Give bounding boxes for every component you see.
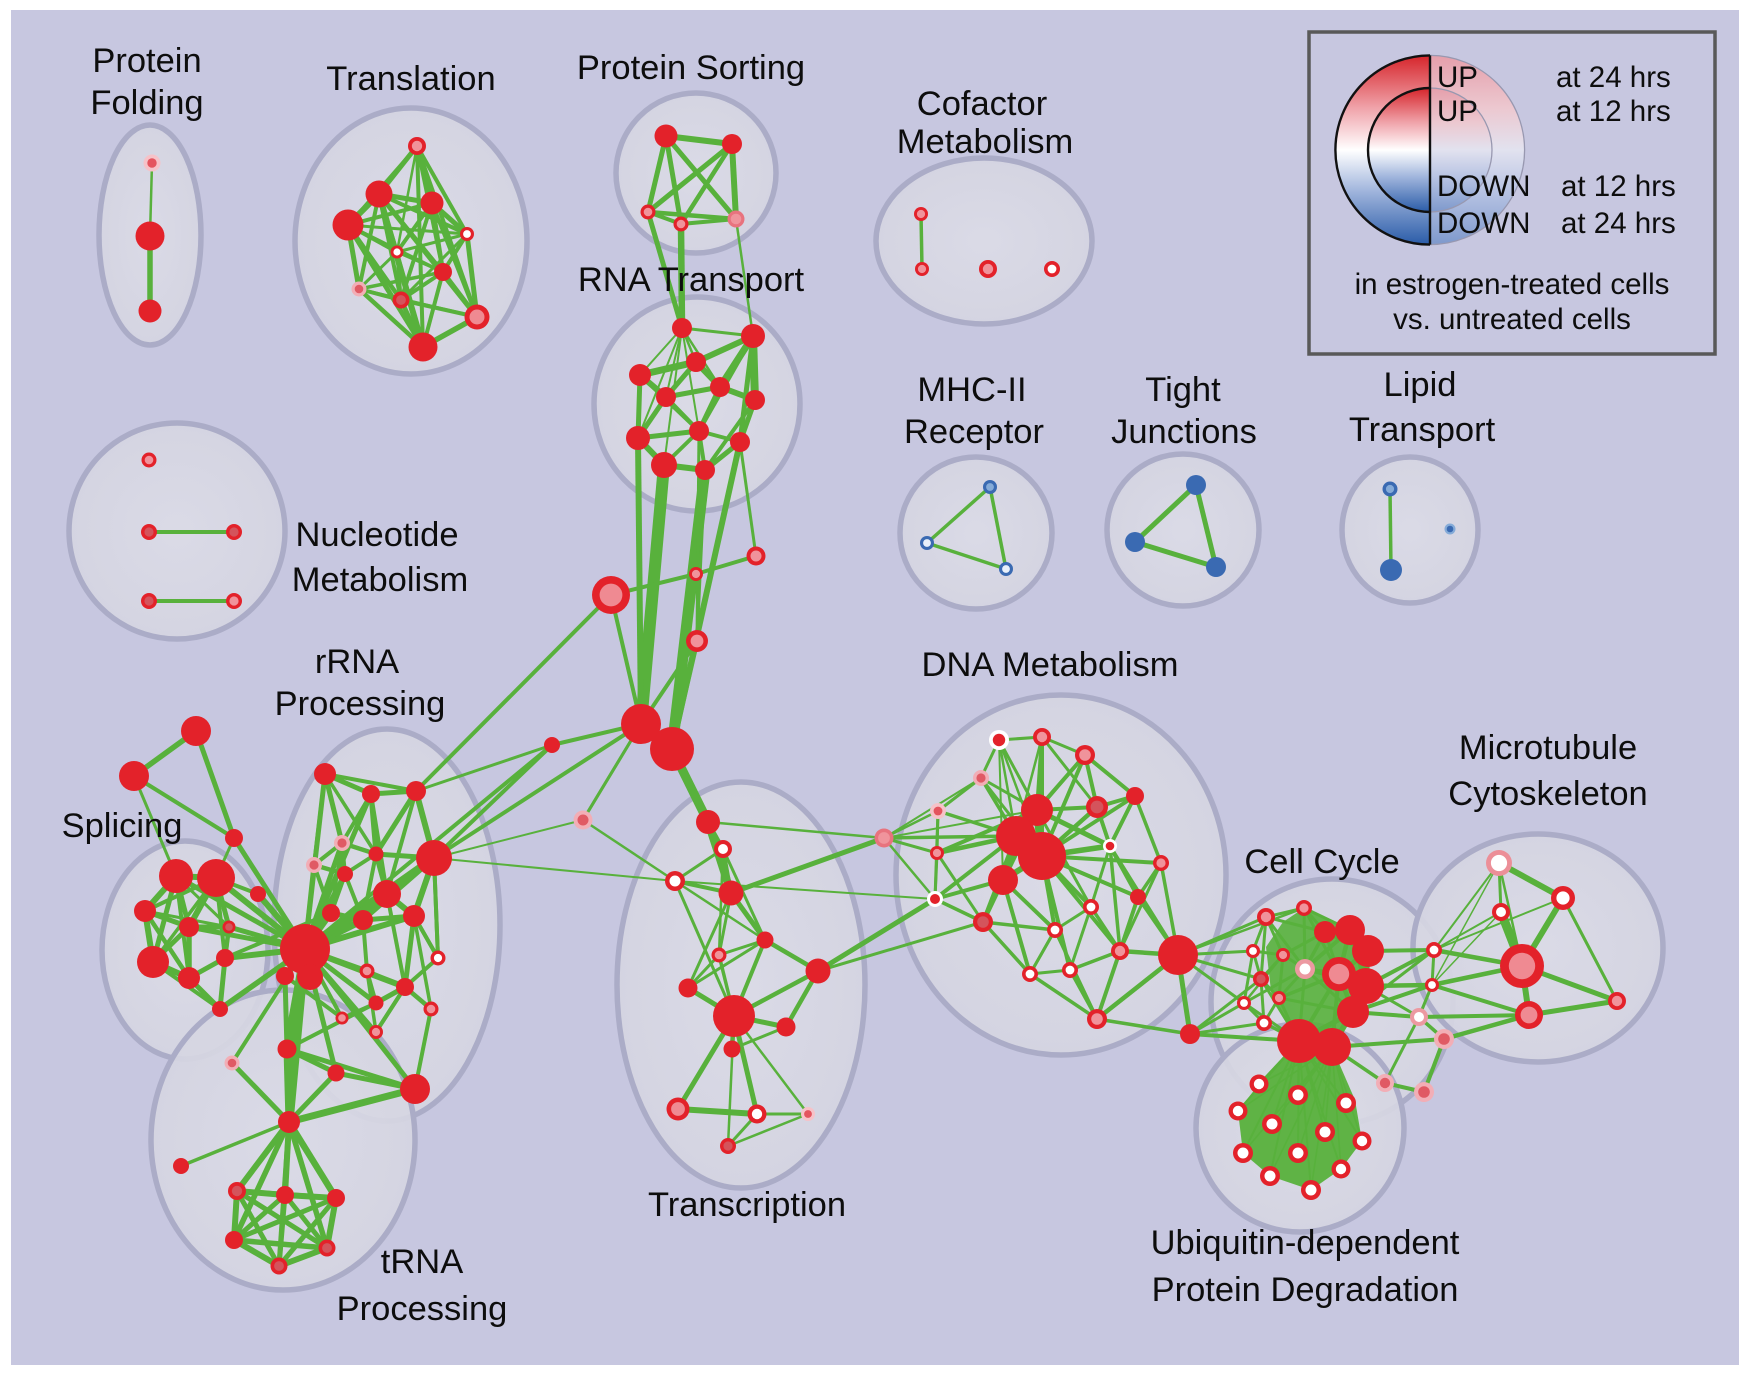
svg-text:at 12 hrs: at 12 hrs [1561, 170, 1676, 203]
svg-text:Folding: Folding [90, 84, 203, 122]
svg-text:DNA Metabolism: DNA Metabolism [922, 646, 1179, 684]
svg-text:RNA Transport: RNA Transport [578, 261, 805, 299]
svg-text:UP: UP [1437, 95, 1478, 128]
svg-text:UP: UP [1437, 61, 1478, 94]
svg-text:Protein Degradation: Protein Degradation [1152, 1271, 1459, 1309]
svg-text:Translation: Translation [326, 60, 495, 98]
svg-text:tRNA: tRNA [381, 1243, 463, 1281]
svg-text:at 12 hrs: at 12 hrs [1556, 95, 1671, 128]
svg-text:Receptor: Receptor [904, 413, 1044, 451]
svg-text:Cofactor: Cofactor [917, 85, 1047, 123]
svg-text:at 24 hrs: at 24 hrs [1561, 207, 1676, 240]
svg-text:vs. untreated cells: vs. untreated cells [1393, 303, 1631, 336]
svg-text:Ubiquitin-dependent: Ubiquitin-dependent [1151, 1224, 1460, 1262]
svg-text:Protein Sorting: Protein Sorting [577, 49, 805, 87]
svg-text:Metabolism: Metabolism [897, 123, 1073, 161]
svg-text:Processing: Processing [275, 685, 446, 723]
svg-text:Nucleotide: Nucleotide [295, 516, 458, 554]
svg-text:Metabolism: Metabolism [292, 561, 468, 599]
svg-text:Transcription: Transcription [648, 1186, 846, 1224]
svg-text:Cytoskeleton: Cytoskeleton [1448, 775, 1647, 813]
svg-text:Processing: Processing [337, 1290, 508, 1328]
svg-text:Lipid: Lipid [1384, 366, 1457, 404]
svg-text:DOWN: DOWN [1437, 207, 1530, 240]
svg-text:at 24 hrs: at 24 hrs [1556, 61, 1671, 94]
svg-text:DOWN: DOWN [1437, 170, 1530, 203]
svg-text:rRNA: rRNA [315, 643, 399, 681]
svg-text:Transport: Transport [1349, 411, 1496, 449]
svg-text:MHC-II: MHC-II [917, 371, 1026, 409]
svg-text:Microtubule: Microtubule [1459, 729, 1637, 767]
svg-text:in estrogen-treated cells: in estrogen-treated cells [1355, 268, 1670, 301]
svg-text:Protein: Protein [92, 42, 201, 80]
svg-text:Splicing: Splicing [62, 807, 183, 845]
svg-text:Cell Cycle: Cell Cycle [1244, 843, 1399, 881]
svg-text:Tight: Tight [1145, 371, 1221, 409]
svg-text:Junctions: Junctions [1111, 413, 1257, 451]
